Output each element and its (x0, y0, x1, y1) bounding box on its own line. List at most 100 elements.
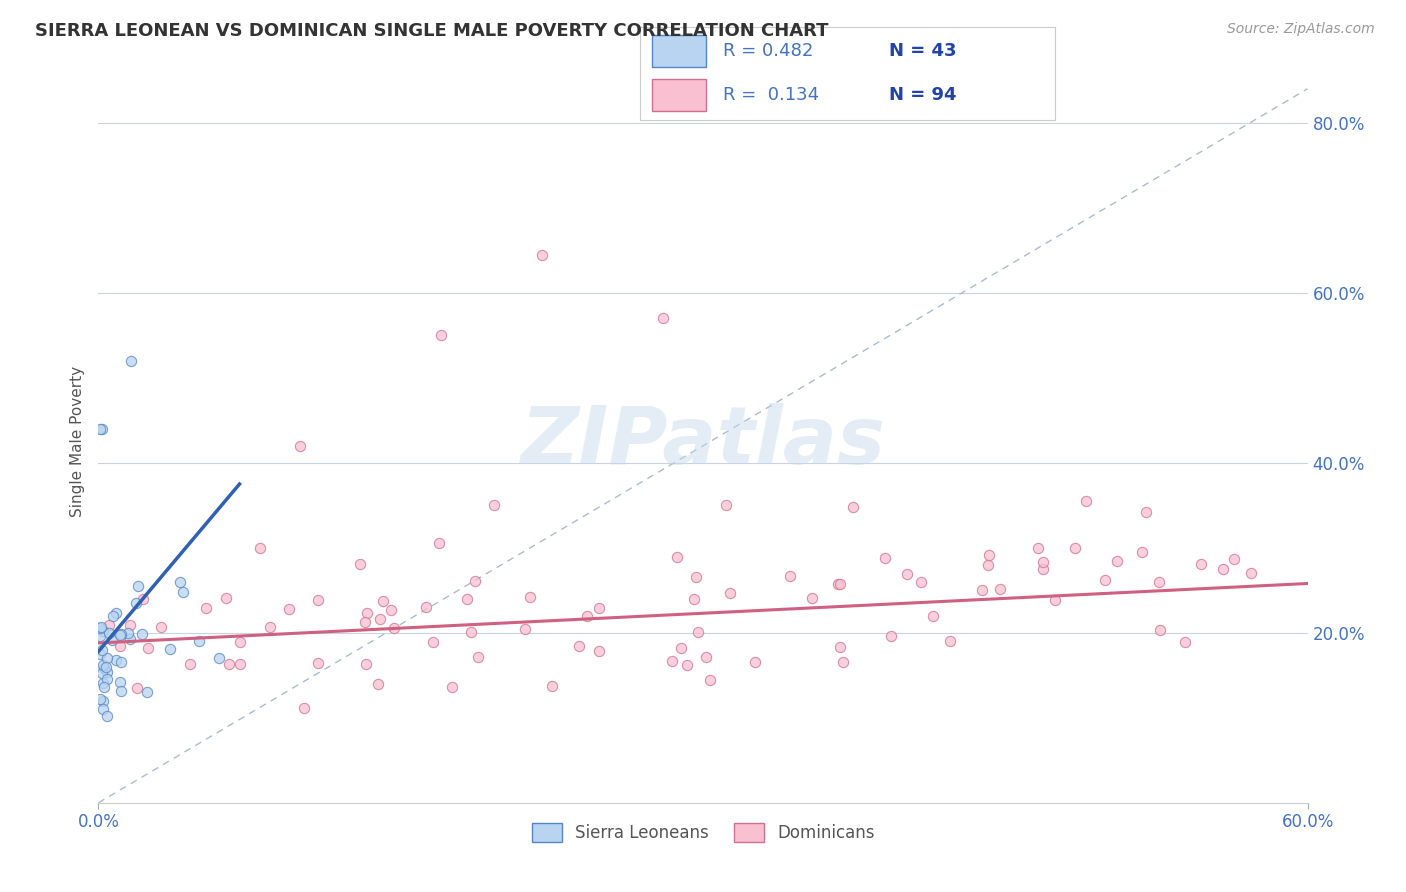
Point (277, 602, 299, 616)
Point (714, 498, 737, 512)
Text: Source: ZipAtlas.com: Source: ZipAtlas.com (1227, 22, 1375, 37)
Point (159, 641, 181, 656)
Point (349, 558, 371, 572)
Point (127, 579, 149, 593)
Text: SIERRA LEONEAN VS DOMINICAN SINGLE MALE POVERTY CORRELATION CHART: SIERRA LEONEAN VS DOMINICAN SINGLE MALE … (35, 22, 828, 40)
Point (136, 641, 159, 656)
Text: R =  0.134: R = 0.134 (723, 87, 818, 104)
FancyBboxPatch shape (652, 35, 706, 67)
Point (91, 694, 114, 708)
Point (896, 566, 918, 581)
Point (108, 639, 131, 653)
Point (1026, 541, 1049, 556)
Point (415, 599, 437, 614)
Point (91, 702, 114, 716)
Point (576, 608, 599, 623)
Point (939, 634, 962, 648)
Point (988, 582, 1011, 597)
Point (1064, 541, 1087, 555)
Point (288, 439, 311, 453)
Point (108, 628, 131, 642)
FancyBboxPatch shape (652, 79, 706, 111)
Point (685, 569, 707, 583)
Text: R = 0.482: R = 0.482 (723, 42, 813, 60)
Point (89, 691, 111, 706)
Point (1094, 573, 1116, 587)
Text: N = 43: N = 43 (889, 42, 956, 60)
Point (695, 649, 717, 664)
Point (1223, 551, 1246, 566)
Point (91, 642, 114, 657)
Point (440, 680, 463, 694)
Point (1107, 553, 1129, 567)
Point (368, 612, 391, 626)
Point (910, 574, 932, 589)
Point (682, 592, 704, 607)
Point (1074, 494, 1097, 508)
Point (132, 591, 155, 606)
Point (699, 673, 721, 687)
Point (665, 550, 688, 565)
Point (292, 700, 315, 714)
Point (194, 601, 217, 615)
Point (110, 674, 132, 689)
Point (96, 651, 118, 665)
Point (93, 680, 115, 694)
Point (460, 624, 482, 639)
Point (120, 632, 142, 646)
Point (513, 622, 536, 636)
Point (1174, 635, 1197, 649)
Point (120, 617, 142, 632)
Point (873, 550, 896, 565)
Point (259, 620, 281, 634)
Point (229, 657, 252, 672)
Point (96, 665, 118, 679)
Point (91, 422, 114, 436)
Point (800, 591, 823, 605)
Point (1043, 593, 1066, 607)
Point (356, 657, 378, 671)
Point (208, 651, 231, 665)
Point (427, 536, 450, 550)
Point (98, 626, 121, 640)
Point (110, 627, 132, 641)
Point (91, 676, 114, 690)
Point (101, 633, 124, 648)
Point (249, 541, 271, 555)
Point (367, 677, 389, 691)
Point (117, 626, 139, 640)
Point (356, 606, 378, 620)
Point (661, 655, 683, 669)
Point (1212, 562, 1234, 576)
Point (1239, 566, 1261, 581)
Point (215, 591, 238, 606)
Point (1130, 545, 1153, 559)
Point (89, 629, 111, 643)
Point (744, 655, 766, 669)
Point (422, 635, 444, 649)
Point (686, 625, 709, 640)
Point (484, 498, 506, 512)
Point (828, 640, 851, 655)
Point (149, 620, 172, 634)
Point (91, 658, 114, 673)
Point (588, 643, 610, 657)
Point (97, 618, 120, 632)
Point (188, 634, 211, 648)
Point (96, 660, 118, 674)
Point (371, 594, 394, 608)
Point (105, 606, 128, 620)
Point (101, 609, 124, 624)
Point (89, 647, 111, 661)
Point (977, 558, 1000, 572)
Point (530, 247, 553, 261)
Point (568, 639, 591, 653)
Point (110, 655, 132, 669)
Point (540, 680, 562, 694)
Point (979, 548, 1001, 562)
Point (124, 596, 146, 610)
Point (832, 655, 855, 669)
Point (93, 661, 115, 675)
Text: N = 94: N = 94 (889, 87, 956, 104)
Point (1032, 555, 1054, 569)
